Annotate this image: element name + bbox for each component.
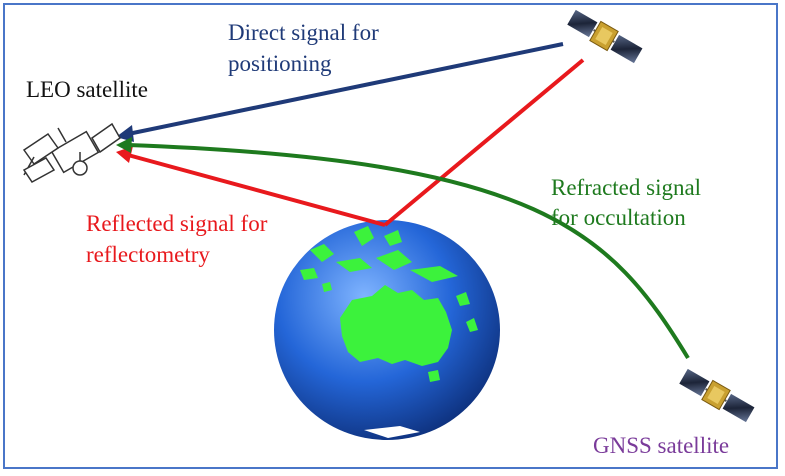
direct-signal-arrow	[116, 42, 564, 142]
refracted-signal-arrow	[116, 137, 690, 360]
reflected-signal-label-line1: Reflected signal for	[86, 211, 268, 236]
direct-signal-label-line1: Direct signal for	[228, 20, 379, 45]
refracted-signal-label-line2: for occultation	[551, 205, 686, 230]
gnss-satellite-label: GNSS satellite	[593, 433, 730, 458]
earth-icon	[274, 220, 500, 440]
refracted-signal-label-line1: Refracted signal	[551, 175, 702, 200]
gnss-satellite-bottom-icon	[677, 367, 756, 424]
leo-satellite-icon	[22, 122, 121, 183]
gnss-satellite-top-icon	[565, 8, 644, 65]
reflected-signal-label-line2: reflectometry	[86, 242, 210, 267]
direct-signal-label-line2: positioning	[228, 51, 332, 76]
leo-satellite-label: LEO satellite	[26, 77, 148, 102]
